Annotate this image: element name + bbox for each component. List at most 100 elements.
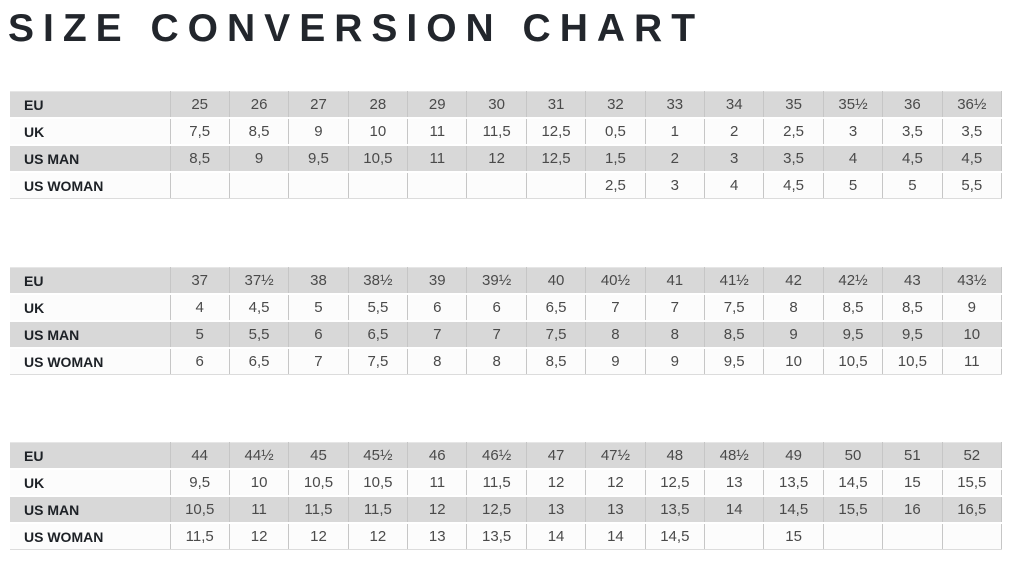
size-cell: 12 (407, 496, 467, 524)
size-cell: 48½ (704, 442, 764, 470)
size-cell: 49 (763, 442, 824, 470)
table-row: US WOMAN 2,5 3 4 4,5 5 5 5,5 (10, 172, 1003, 199)
size-cell: 35½ (822, 91, 883, 119)
size-cell: 31 (525, 91, 586, 119)
size-cell: 11,5 (169, 523, 230, 550)
table-row: UK 9,5 10 10,5 10,5 11 11,5 12 12 12,5 13 13,5 14,5 1… (10, 469, 1003, 497)
size-cell: 45 (288, 442, 349, 470)
size-cell: 36½ (941, 91, 1003, 119)
size-cell (169, 172, 230, 199)
size-cell: 33 (644, 91, 705, 119)
size-cell: 6 (288, 321, 349, 349)
size-cell: 2,5 (585, 172, 646, 199)
size-cell: 12,5 (525, 145, 586, 173)
size-cell: 15 (763, 523, 824, 550)
size-cell: 40½ (585, 267, 646, 295)
size-cell: 10 (941, 321, 1003, 349)
size-cell: 4,5 (941, 145, 1003, 173)
size-cell: 9 (228, 145, 289, 173)
size-cell: 7 (407, 321, 467, 349)
size-cell: 2,5 (763, 118, 824, 146)
size-cell: 9,5 (704, 348, 764, 375)
size-cell: 9 (644, 348, 705, 375)
table-row: US WOMAN 6 6,5 7 7,5 8 8 8,5 9 9 9,5 10 10,5 10,5 11 (10, 348, 1003, 375)
size-cell: 14 (585, 523, 646, 550)
size-cell: 15 (882, 469, 943, 497)
size-cell: 46½ (466, 442, 527, 470)
size-cell: 7,5 (169, 118, 230, 146)
size-cell: 5 (882, 172, 943, 199)
size-cell: 43 (882, 267, 943, 295)
size-cell: 29 (407, 91, 467, 119)
size-cell: 13,5 (763, 469, 824, 497)
size-cell: 8,5 (882, 294, 943, 322)
size-cell: 4 (169, 294, 230, 322)
size-cell: 12 (228, 523, 289, 550)
size-cell: 16,5 (941, 496, 1003, 524)
row-label: UK (10, 469, 170, 497)
size-cell: 50 (822, 442, 883, 470)
size-cell: 4,5 (763, 172, 824, 199)
size-cell (466, 172, 527, 199)
size-cell: 10,5 (822, 348, 883, 375)
size-cell: 8 (407, 348, 467, 375)
size-cell: 8,5 (169, 145, 230, 173)
size-cell: 8,5 (822, 294, 883, 322)
size-cell: 9,5 (169, 469, 230, 497)
size-cell: 14 (525, 523, 586, 550)
size-cell: 14 (704, 496, 764, 524)
size-cell (822, 523, 883, 550)
size-cell (525, 172, 586, 199)
size-cell: 11,5 (466, 118, 527, 146)
size-cell: 5,5 (228, 321, 289, 349)
size-cell: 4,5 (228, 294, 289, 322)
size-cell: 4 (822, 145, 883, 173)
size-cell: 51 (882, 442, 943, 470)
size-cell: 48 (644, 442, 705, 470)
size-cell: 12 (347, 523, 408, 550)
size-cell (407, 172, 467, 199)
size-cell: 5,5 (941, 172, 1003, 199)
size-cell: 44½ (228, 442, 289, 470)
size-cell: 15,5 (822, 496, 883, 524)
size-cell: 9,5 (288, 145, 349, 173)
size-cell (704, 523, 764, 550)
size-cell: 6 (169, 348, 230, 375)
size-cell: 10 (228, 469, 289, 497)
size-cell: 10,5 (288, 469, 349, 497)
row-label: UK (10, 118, 170, 146)
size-table-sizes-37-to-43half: EU 37 37½ 38 38½ 39 39½ 40 40½ 41 41½ 42 42½ 43 43½ UK 4… (10, 267, 1003, 375)
size-cell (347, 172, 408, 199)
size-cell: 8,5 (228, 118, 289, 146)
size-cell: 9,5 (822, 321, 883, 349)
size-cell: 6,5 (228, 348, 289, 375)
size-cell: 8 (585, 321, 646, 349)
size-cell: 32 (585, 91, 646, 119)
size-cell: 14,5 (763, 496, 824, 524)
size-cell: 8,5 (525, 348, 586, 375)
size-cell: 5,5 (347, 294, 408, 322)
size-cell: 2 (644, 145, 705, 173)
size-cell: 38 (288, 267, 349, 295)
size-cell: 8,5 (704, 321, 764, 349)
size-cell: 15,5 (941, 469, 1003, 497)
size-cell: 10 (763, 348, 824, 375)
size-cell: 3 (822, 118, 883, 146)
size-cell: 13 (407, 523, 467, 550)
size-cell: 9 (585, 348, 646, 375)
size-cell: 1 (644, 118, 705, 146)
size-cell: 4,5 (882, 145, 943, 173)
row-label: EU (10, 91, 170, 119)
size-cell: 13,5 (644, 496, 705, 524)
table-row: US WOMAN 11,5 12 12 12 13 13,5 14 14 14,5 15 (10, 523, 1003, 550)
size-cell: 3 (644, 172, 705, 199)
row-label: EU (10, 442, 170, 470)
size-cell: 1,5 (585, 145, 646, 173)
size-cell: 11,5 (347, 496, 408, 524)
row-label: US MAN (10, 145, 170, 173)
size-cell: 7 (644, 294, 705, 322)
size-cell: 36 (882, 91, 943, 119)
size-cell: 9 (763, 321, 824, 349)
size-cell: 6 (466, 294, 527, 322)
size-cell: 12,5 (466, 496, 527, 524)
